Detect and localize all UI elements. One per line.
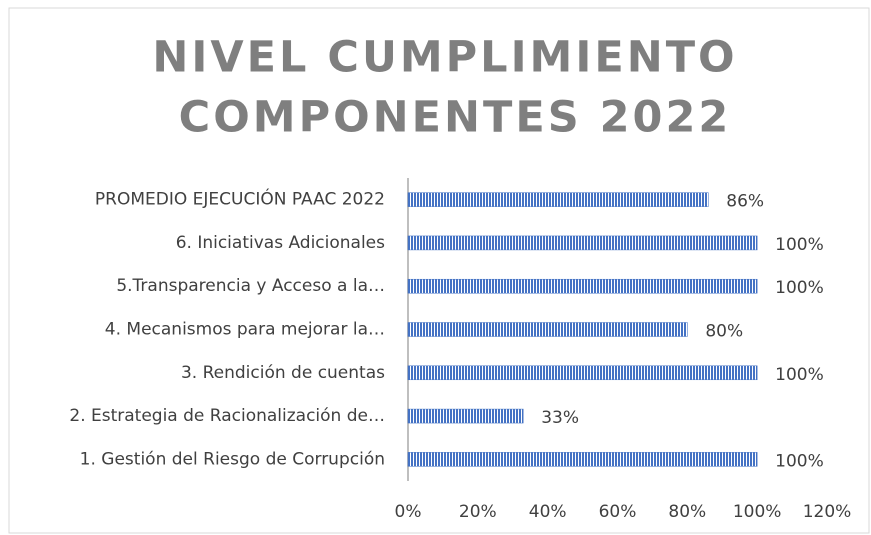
- x-tick-label: 100%: [733, 502, 782, 522]
- x-tick-label: 0%: [395, 502, 422, 522]
- data-label: 80%: [705, 322, 743, 342]
- bar: [407, 452, 758, 467]
- x-tick-label: 120%: [803, 502, 852, 522]
- data-label: 33%: [541, 408, 579, 428]
- data-label: 100%: [775, 451, 824, 471]
- data-label: 100%: [775, 235, 824, 255]
- chart-title: NIVEL CUMPLIMIENTO: [152, 33, 737, 83]
- y-tick-label: 1. Gestión del Riesgo de Corrupción: [80, 449, 385, 469]
- bar: [407, 408, 524, 424]
- data-label: 100%: [775, 365, 824, 385]
- x-tick-label: 60%: [599, 502, 637, 522]
- y-tick-label: 5.Transparencia y Acceso a la…: [116, 276, 385, 296]
- x-tick-label: 80%: [668, 502, 706, 522]
- chart-title: COMPONENTES 2022: [179, 93, 732, 143]
- y-tick-label: 2. Estrategia de Racionalización de…: [69, 406, 385, 426]
- bar: [407, 322, 688, 337]
- y-tick-label: 4. Mecanismos para mejorar la…: [105, 320, 385, 340]
- y-tick-label: PROMEDIO EJECUCIÓN PAAC 2022: [95, 188, 385, 210]
- bar: [407, 365, 758, 381]
- y-tick-label: 6. Iniciativas Adicionales: [176, 233, 385, 253]
- bar: [407, 192, 709, 207]
- y-tick-label: 3. Rendición de cuentas: [181, 363, 385, 383]
- chart-border: [8, 7, 870, 534]
- bar: [407, 235, 758, 251]
- bar: [407, 278, 758, 294]
- x-tick-label: 20%: [459, 502, 497, 522]
- x-tick-label: 40%: [529, 502, 567, 522]
- data-label: 100%: [775, 278, 824, 298]
- data-label: 86%: [726, 192, 764, 212]
